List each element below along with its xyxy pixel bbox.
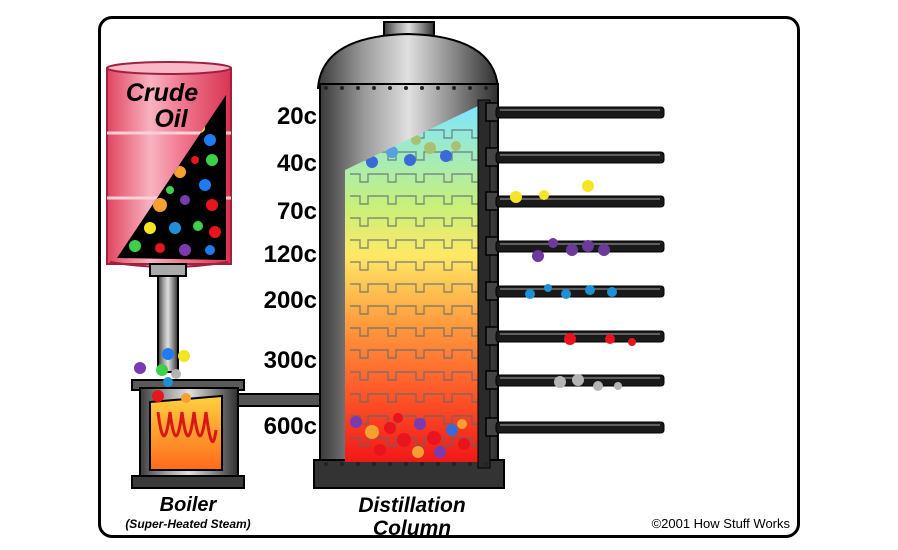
column-label-line1: Distillation [358, 494, 466, 517]
temp-label-20: 20c [276, 103, 317, 130]
temp-label-70: 70c [276, 198, 317, 225]
boiler-label-sub: (Super-Heated Steam) [125, 517, 251, 531]
temp-label-600: 600c [263, 413, 317, 440]
distillation-column-label: Distillation Column [332, 494, 492, 540]
temp-label-300: 300c [263, 347, 317, 374]
steam-pipe [237, 393, 325, 407]
boiler-label: Boiler (Super-Heated Steam) [108, 494, 268, 532]
temp-label-200: 200c [263, 287, 317, 314]
feed-pipe [149, 263, 187, 373]
output-pipes [485, 102, 665, 437]
temp-label-40: 40c [276, 150, 317, 177]
boiler [131, 348, 245, 489]
boiler-label-title: Boiler [159, 494, 217, 516]
crude-oil-label: Crude Oil [112, 80, 212, 132]
crude-oil-label-line1: Crude [125, 79, 199, 107]
column-label-line2: Column [372, 517, 452, 540]
temp-label-120: 120c [263, 241, 317, 268]
distillation-column [313, 21, 505, 489]
copyright-text: ©2001 How Stuff Works [651, 516, 790, 531]
crude-oil-label-line2: Oil [154, 105, 188, 133]
fraction-droplets [510, 180, 636, 391]
crude-oil-barrel [106, 61, 232, 268]
